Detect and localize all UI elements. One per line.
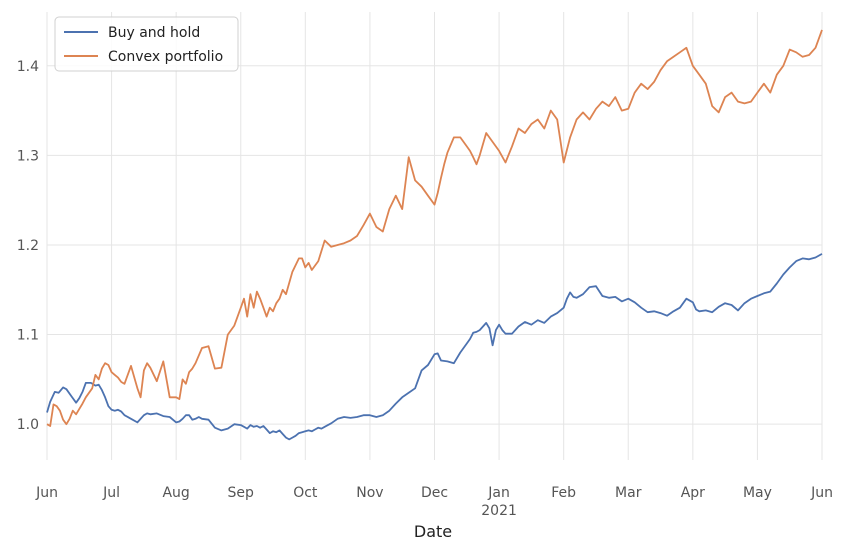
x-tick-label: Feb bbox=[551, 485, 576, 501]
x-tick-label: Mar bbox=[615, 485, 642, 501]
x-tick-label: Apr bbox=[681, 485, 705, 501]
y-tick-label: 1.3 bbox=[17, 148, 39, 164]
y-axis-ticks: 1.0 1.1 1.2 1.3 1.4 bbox=[17, 59, 39, 433]
x-year-label: 2021 bbox=[481, 503, 517, 519]
x-tick-label: Nov bbox=[356, 485, 383, 501]
x-tick-label: Aug bbox=[162, 485, 189, 501]
grid-lines bbox=[46, 12, 823, 460]
legend-label-convex-portfolio: Convex portfolio bbox=[108, 49, 223, 65]
legend-box bbox=[54, 16, 239, 72]
series-line-buy-and-hold bbox=[46, 253, 823, 441]
x-tick-label: Jun bbox=[35, 485, 58, 501]
series-lines bbox=[46, 29, 823, 441]
x-axis-ticks: Jun Jul Aug Sep Oct Nov Dec Jan Feb Mar Apr May Jun 2… bbox=[35, 485, 833, 519]
series-line-convex-portfolio bbox=[46, 29, 823, 427]
x-tick-label: Jun bbox=[810, 485, 833, 501]
x-tick-label: May bbox=[743, 485, 772, 501]
legend: Buy and hold Convex portfolio bbox=[54, 16, 239, 72]
x-axis-label: Date bbox=[414, 522, 452, 541]
y-tick-label: 1.2 bbox=[17, 238, 39, 254]
y-tick-label: 1.1 bbox=[17, 328, 39, 344]
x-tick-label: Oct bbox=[293, 485, 318, 501]
y-tick-label: 1.0 bbox=[17, 417, 39, 433]
y-tick-label: 1.4 bbox=[17, 59, 39, 75]
x-tick-label: Jan bbox=[487, 485, 510, 501]
x-tick-label: Sep bbox=[228, 485, 255, 501]
x-tick-label: Jul bbox=[102, 485, 120, 501]
x-tick-label: Dec bbox=[421, 485, 448, 501]
legend-label-buy-and-hold: Buy and hold bbox=[108, 25, 200, 41]
